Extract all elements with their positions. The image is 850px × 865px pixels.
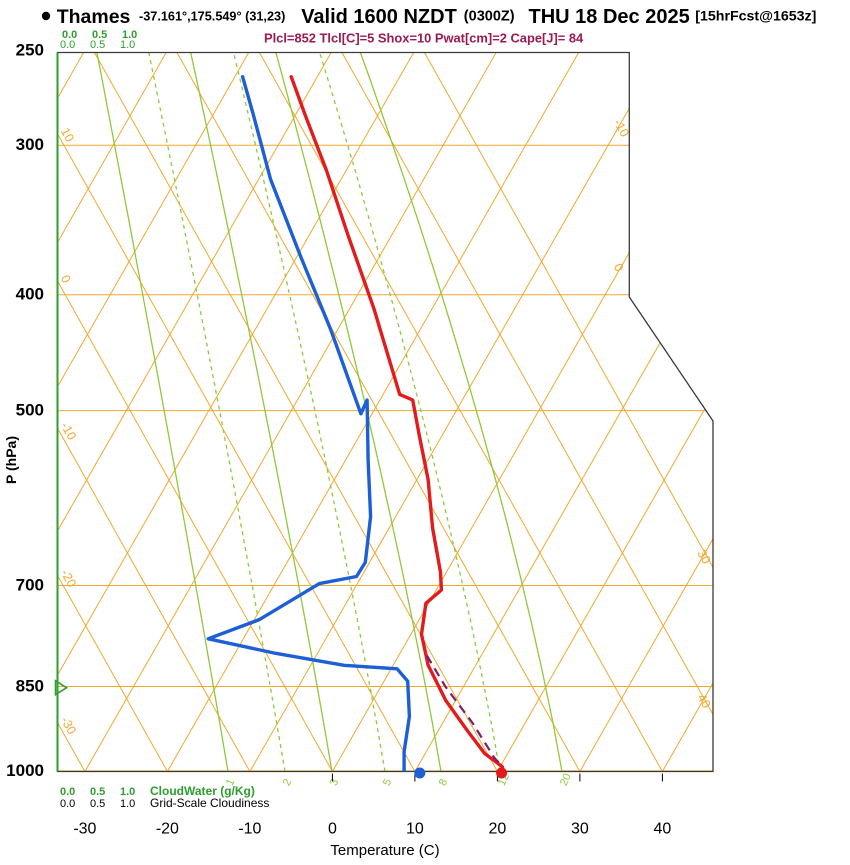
svg-text:-37.161°,175.549° (31,23): -37.161°,175.549° (31,23) (139, 10, 285, 24)
svg-text:0.0: 0.0 (60, 786, 75, 798)
svg-text:1.0: 1.0 (120, 798, 135, 810)
svg-text:850: 850 (16, 676, 44, 695)
svg-text:0.5: 0.5 (90, 798, 105, 810)
svg-text:THU 18 Dec 2025: THU 18 Dec 2025 (529, 6, 690, 28)
svg-text:1000: 1000 (6, 761, 44, 780)
svg-text:[15hrFcst@1653z]: [15hrFcst@1653z] (695, 9, 816, 25)
svg-text:Valid 1600 NZDT: Valid 1600 NZDT (301, 6, 457, 28)
svg-text:500: 500 (16, 401, 44, 420)
svg-text:1.0: 1.0 (120, 39, 135, 51)
svg-text:400: 400 (16, 285, 44, 304)
svg-text:20: 20 (489, 821, 507, 838)
svg-text:10: 10 (406, 821, 424, 838)
svg-text:700: 700 (16, 576, 44, 595)
svg-text:250: 250 (16, 40, 44, 59)
svg-text:(0300Z): (0300Z) (464, 9, 515, 25)
svg-text:0.5: 0.5 (90, 39, 105, 51)
svg-text:40: 40 (654, 821, 672, 838)
svg-text:30: 30 (571, 821, 589, 838)
svg-text:0.0: 0.0 (60, 798, 75, 810)
svg-text:0: 0 (328, 821, 337, 838)
svg-text:Thames: Thames (57, 6, 131, 28)
svg-text:P (hPa): P (hPa) (3, 436, 19, 484)
svg-text:Plcl=852 Tlcl[C]=5 Shox=10 Pwa: Plcl=852 Tlcl[C]=5 Shox=10 Pwat[cm]=2 Ca… (264, 31, 584, 46)
svg-text:-30: -30 (73, 821, 96, 838)
svg-text:Temperature (C): Temperature (C) (330, 842, 439, 859)
svg-text:1.0: 1.0 (120, 786, 135, 798)
svg-text:-20: -20 (156, 821, 179, 838)
svg-text:-10: -10 (238, 821, 261, 838)
svg-text:0.5: 0.5 (90, 786, 105, 798)
svg-text:300: 300 (16, 135, 44, 154)
svg-text:0.0: 0.0 (60, 39, 75, 51)
svg-text:Grid-Scale Cloudiness: Grid-Scale Cloudiness (150, 796, 269, 810)
